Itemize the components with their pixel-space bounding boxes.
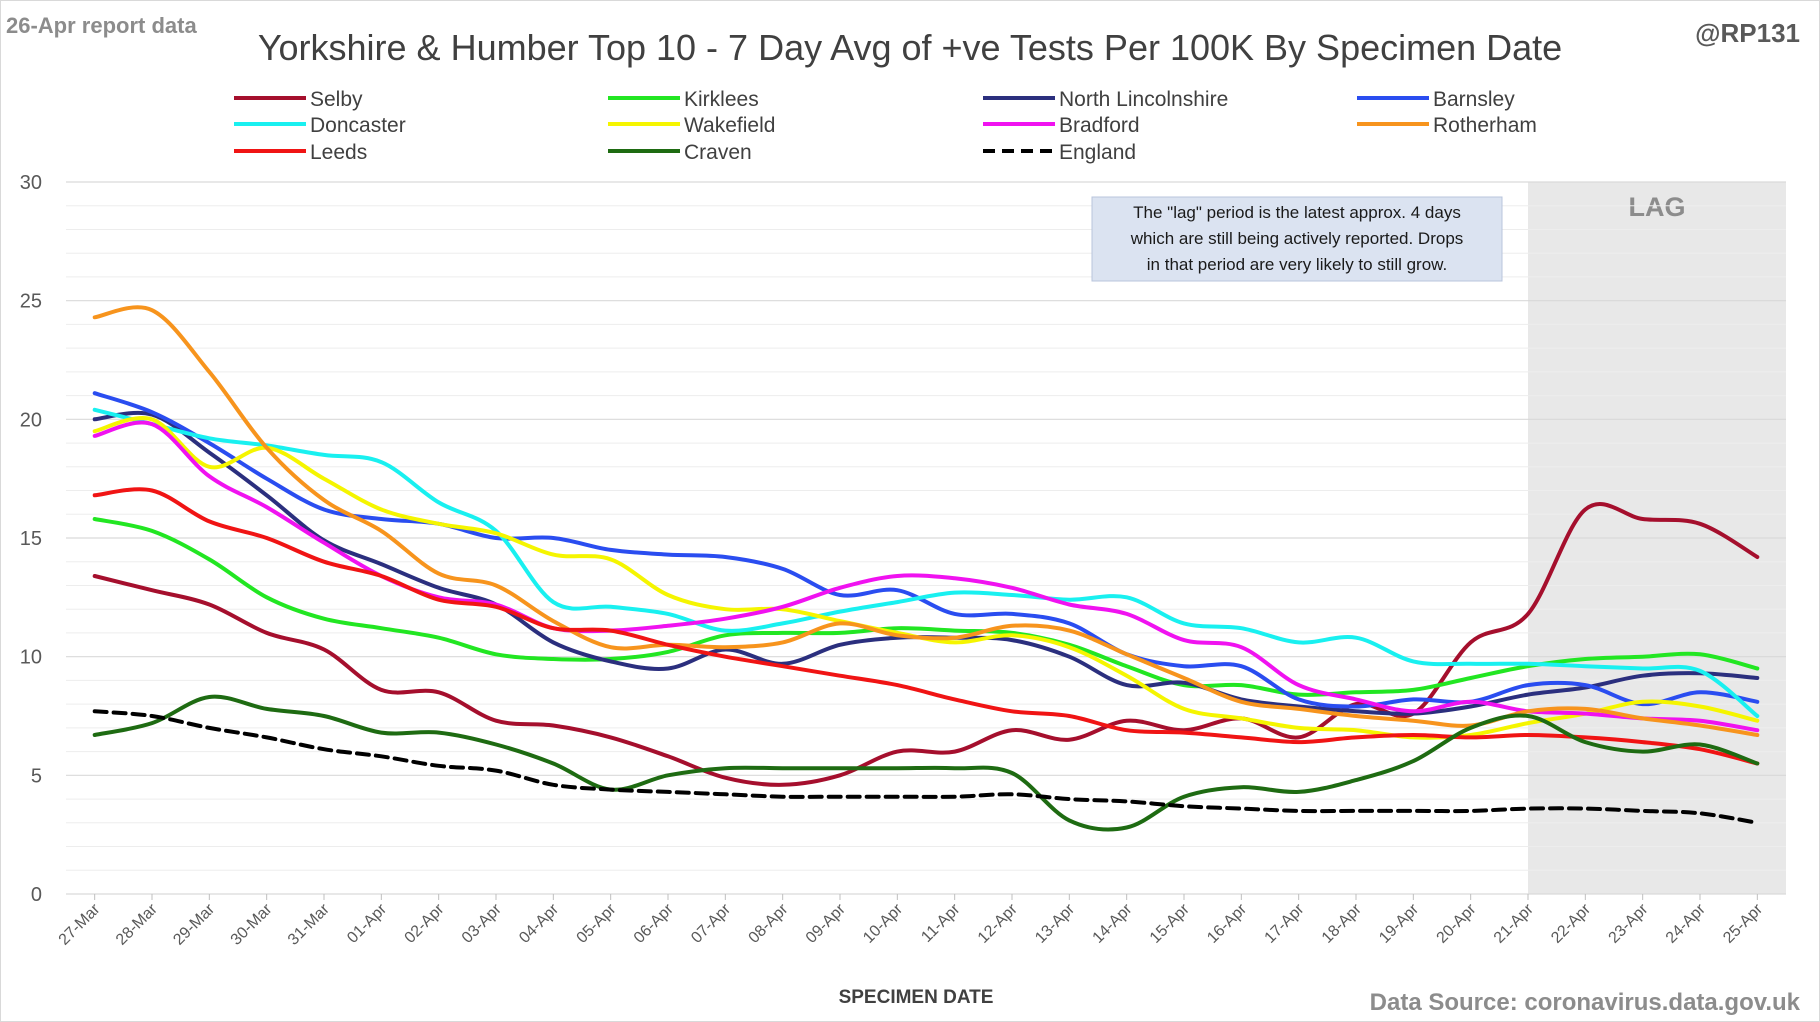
legend-label-bradford: Bradford (1059, 114, 1140, 137)
legend-label-kirklees: Kirklees (684, 88, 759, 111)
lag-note-line-3: in that period are very likely to still … (1147, 255, 1447, 274)
x-axis-label: SPECIMEN DATE (839, 987, 994, 1008)
legend-label-england: England (1059, 141, 1136, 164)
series-line-rotherham (92, 305, 1760, 737)
y-tick-label: 20 (20, 409, 42, 431)
report-date-label: 26-Apr report data (6, 13, 197, 38)
lag-label: LAG (1629, 192, 1686, 222)
lag-note: The "lag" period is the latest approx. 4… (1091, 196, 1503, 282)
lag-note-box (1091, 196, 1503, 282)
series-line-bradford (92, 420, 1760, 733)
series-line-craven (92, 694, 1760, 832)
legend-label-leeds: Leeds (310, 141, 367, 164)
legend-label-craven: Craven (684, 141, 752, 164)
author-handle: @RP131 (1695, 18, 1800, 48)
lag-note-line-2: which are still being actively reported.… (1130, 229, 1464, 248)
chart-title: Yorkshire & Humber Top 10 - 7 Day Avg of… (258, 27, 1562, 68)
y-tick-label: 15 (20, 528, 42, 550)
series-line-selby (92, 502, 1760, 787)
legend-label-north-lincolnshire: North Lincolnshire (1059, 88, 1228, 111)
data-source: Data Source: coronavirus.data.gov.uk (1370, 989, 1801, 1016)
legend-label-rotherham: Rotherham (1433, 114, 1537, 137)
y-axis-ticks: 0 5 10 15 20 25 30 (20, 172, 42, 906)
y-tick-label: 0 (31, 884, 42, 906)
legend-label-barnsley: Barnsley (1433, 88, 1515, 111)
series-line-england (92, 709, 1760, 825)
series-lines (92, 305, 1760, 832)
y-tick-label: 10 (20, 647, 42, 669)
lag-note-line-1: The "lag" period is the latest approx. 4… (1133, 203, 1461, 222)
series-line-doncaster (92, 407, 1760, 718)
series-line-leeds (92, 487, 1760, 766)
y-tick-label: 25 (20, 291, 42, 313)
legend-label-wakefield: Wakefield (684, 114, 775, 137)
legend-label-doncaster: Doncaster (310, 114, 406, 137)
y-tick-label: 30 (20, 172, 42, 194)
series-line-kirklees (92, 517, 1760, 697)
legend-label-selby: Selby (310, 88, 363, 111)
legend: Selby Kirklees North Lincolnshire Barnsley D… (234, 88, 1537, 164)
gridlines (66, 181, 1786, 895)
y-tick-label: 5 (31, 765, 42, 787)
